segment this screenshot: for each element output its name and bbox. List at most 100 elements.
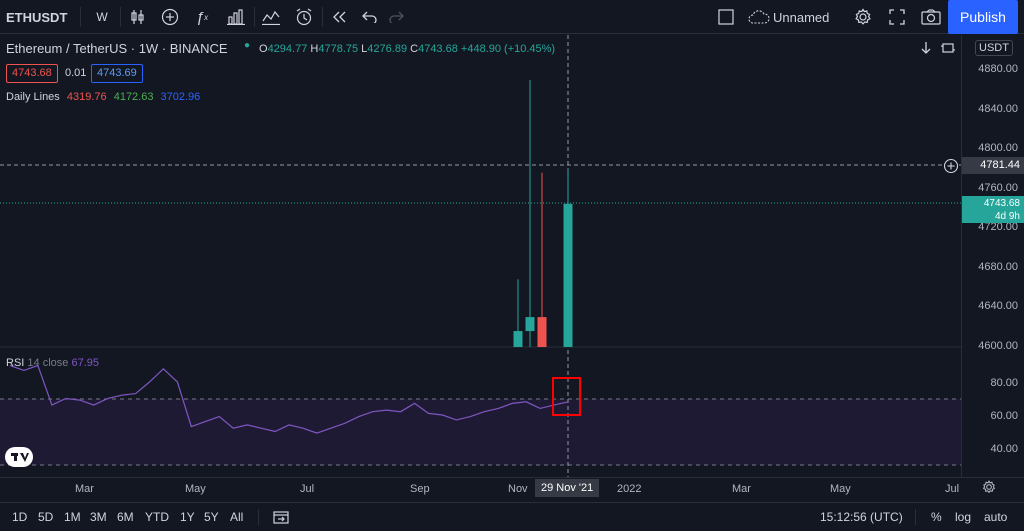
- daily-lines-legend: Daily Lines 4319.76 4172.63 3702.96: [6, 91, 200, 103]
- price-tick: 4840.00: [978, 103, 1018, 115]
- tradingview-logo: [5, 447, 33, 467]
- spread-value: 0.01: [65, 67, 87, 79]
- time-label: May: [830, 483, 851, 495]
- divider: [80, 7, 81, 27]
- time-label: Mar: [732, 483, 751, 495]
- legend-title: Ethereum / TetherUS · 1W · BINANCE: [6, 41, 228, 56]
- fullscreen-expand-icon[interactable]: [886, 0, 908, 34]
- close-value: 4743.68: [418, 43, 458, 55]
- low-value: 4276.89: [367, 43, 408, 55]
- axis-settings-gear-icon[interactable]: [982, 480, 996, 497]
- rsi-tick: 60.00: [990, 410, 1018, 422]
- interval-button[interactable]: W: [96, 10, 108, 24]
- chart-pane[interactable]: [0, 35, 961, 477]
- time-label: Mar: [75, 483, 94, 495]
- buy-button[interactable]: 4743.69: [91, 64, 143, 83]
- price-tick: 4760.00: [978, 182, 1018, 194]
- divider: [258, 509, 259, 525]
- utc-clock[interactable]: 15:12:56 (UTC): [820, 510, 903, 524]
- highlight-box: [552, 377, 581, 416]
- alert-clock-icon[interactable]: [294, 0, 314, 34]
- market-open-dot: ●: [244, 40, 251, 51]
- divider: [254, 7, 255, 27]
- rsi-line: [9, 364, 569, 434]
- auto-toggle[interactable]: auto: [984, 510, 1008, 524]
- low-label: L: [361, 43, 368, 55]
- divider: [915, 509, 916, 525]
- price-tick: 4640.00: [978, 300, 1018, 312]
- bottom-bar: 1D 5D 1M 3M 6M YTD 1Y 5Y All 15:12:56 (U…: [0, 502, 1024, 530]
- range-1y-button[interactable]: 1Y: [180, 510, 195, 524]
- rsi-tick: 40.00: [990, 443, 1018, 455]
- close-label: C: [410, 43, 419, 55]
- rsi-legend: RSI 14 close 67.95: [6, 357, 99, 369]
- daily-line-2: 4172.63: [113, 91, 154, 103]
- percent-toggle[interactable]: %: [931, 510, 942, 524]
- range-5y-button[interactable]: 5Y: [204, 510, 219, 524]
- legend-ohlc: O4294.77 H4778.75 L4276.89 C4743.68 +448…: [259, 43, 555, 55]
- symbol-search-button[interactable]: ETHUSDT: [6, 9, 68, 25]
- high-label: H: [310, 43, 319, 55]
- rsi-tick: 80.00: [990, 377, 1018, 389]
- layouts-icon[interactable]: [261, 0, 281, 34]
- rsi-value: 67.95: [71, 357, 99, 369]
- rsi-params: 14 close: [27, 357, 69, 369]
- maximize-pane-icon[interactable]: [941, 41, 955, 58]
- templates-icon[interactable]: [226, 0, 246, 34]
- range-all-button[interactable]: All: [230, 510, 244, 524]
- range-1m-button[interactable]: 1M: [64, 510, 81, 524]
- time-label: 2022: [617, 483, 642, 495]
- time-label: Nov: [508, 483, 528, 495]
- range-3m-button[interactable]: 3M: [90, 510, 107, 524]
- candle-body: [537, 317, 547, 347]
- range-6m-button[interactable]: 6M: [117, 510, 134, 524]
- replay-icon[interactable]: [329, 0, 349, 34]
- open-label: O: [259, 43, 268, 55]
- divider: [322, 7, 323, 27]
- range-ytd-button[interactable]: YTD: [145, 510, 169, 524]
- candle-body: [525, 317, 535, 332]
- publish-button[interactable]: Publish: [948, 0, 1018, 34]
- time-label: Jul: [300, 483, 315, 495]
- open-value: 4294.77: [267, 43, 308, 55]
- divider: [120, 7, 121, 27]
- sell-button[interactable]: 4743.68: [6, 64, 58, 83]
- log-toggle[interactable]: log: [955, 510, 972, 524]
- price-tick: 4800.00: [978, 142, 1018, 154]
- candles-group: [513, 79, 573, 347]
- last-price-label: 4743.68 4d 9h: [962, 196, 1024, 223]
- settings-gear-icon[interactable]: [852, 0, 874, 34]
- crosshair-time-label: 29 Nov '21: [535, 479, 600, 497]
- add-alert-plus-icon[interactable]: [943, 158, 959, 177]
- go-to-date-icon[interactable]: [273, 509, 289, 528]
- undo-icon[interactable]: [360, 0, 380, 34]
- candle-body: [513, 331, 523, 347]
- range-5d-button[interactable]: 5D: [38, 510, 54, 524]
- rsi-band-fill: [0, 399, 961, 465]
- cloud-icon[interactable]: [746, 0, 772, 34]
- crosshair-price-label: 4781.44: [962, 157, 1024, 174]
- time-label: Sep: [410, 483, 430, 495]
- time-axis-border: [0, 477, 1024, 478]
- high-value: 4778.75: [318, 43, 359, 55]
- price-axis[interactable]: USDT 4880.00 4840.00 4800.00 4760.00 472…: [961, 35, 1024, 477]
- price-tick: 4680.00: [978, 261, 1018, 273]
- rsi-label: RSI: [6, 357, 25, 369]
- layout-name-button[interactable]: Unnamed: [773, 9, 830, 25]
- daily-line-1: 4319.76: [66, 91, 107, 103]
- snapshot-camera-icon[interactable]: [920, 0, 942, 34]
- time-label: Jul: [945, 483, 960, 495]
- compare-add-icon[interactable]: [160, 0, 180, 34]
- daily-lines-label: Daily Lines: [6, 91, 60, 103]
- price-tick: 4880.00: [978, 63, 1018, 75]
- daily-line-3: 3702.96: [160, 91, 201, 103]
- last-price-value: 4743.68: [983, 198, 1020, 209]
- currency-label[interactable]: USDT: [975, 40, 1013, 56]
- range-1d-button[interactable]: 1D: [12, 510, 28, 524]
- fullscreen-square-icon[interactable]: [716, 0, 736, 34]
- scroll-down-arrow-icon[interactable]: [920, 41, 932, 58]
- candles-style-icon[interactable]: [128, 0, 148, 34]
- redo-icon[interactable]: [386, 0, 406, 34]
